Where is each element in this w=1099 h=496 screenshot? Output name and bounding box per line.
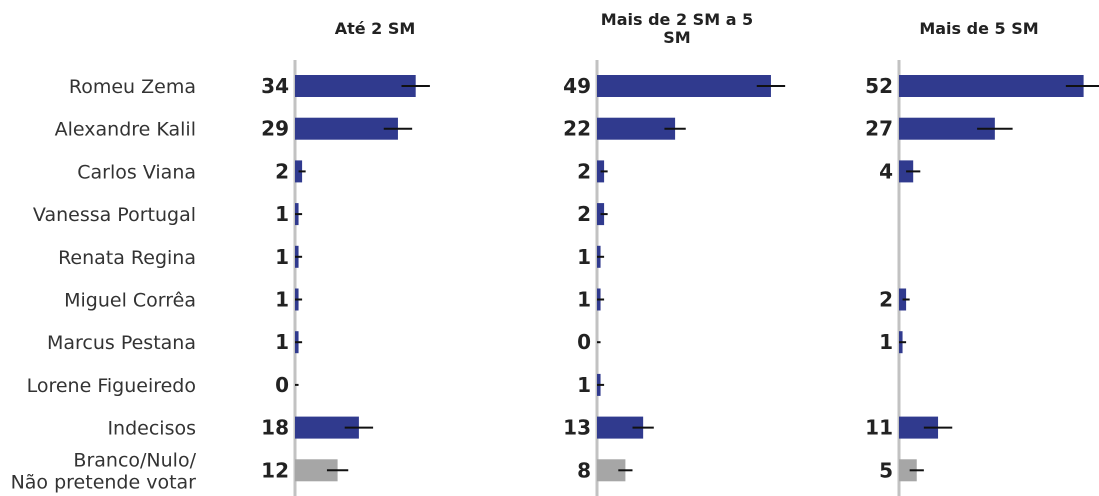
value-label: 18 — [261, 416, 289, 440]
value-label: 0 — [577, 330, 591, 354]
value-label: 1 — [275, 288, 289, 312]
value-label: 2 — [275, 159, 289, 183]
category-label: Marcus Pestana — [47, 332, 196, 354]
category-label: Indecisos — [107, 418, 196, 440]
value-label: 1 — [577, 373, 591, 397]
value-label: 1 — [275, 245, 289, 269]
value-label: 2 — [577, 159, 591, 183]
category-label: Romeu Zema — [69, 76, 196, 98]
bar — [597, 75, 771, 97]
bar — [295, 75, 416, 97]
value-label: 34 — [261, 74, 289, 98]
bar — [899, 75, 1084, 97]
value-label: 1 — [275, 330, 289, 354]
category-label: Alexandre Kalil — [55, 119, 196, 141]
value-label: 2 — [879, 288, 893, 312]
panel-title: Até 2 SM — [335, 19, 416, 38]
value-label: 52 — [865, 74, 893, 98]
bar — [597, 117, 676, 140]
panel-title: Mais de 5 SM — [919, 19, 1038, 38]
category-label: Branco/Nulo/Não pretende votar — [11, 449, 197, 493]
bar — [899, 117, 995, 140]
category-label: Miguel Corrêa — [64, 290, 196, 312]
value-label: 49 — [563, 74, 591, 98]
value-label: 13 — [563, 416, 591, 440]
value-label: 1 — [879, 330, 893, 354]
bar — [899, 459, 917, 482]
value-label: 2 — [577, 202, 591, 226]
value-label: 5 — [879, 458, 893, 482]
bar — [899, 416, 939, 439]
category-label: Vanessa Portugal — [33, 204, 196, 226]
bar — [295, 117, 398, 140]
value-label: 8 — [577, 458, 591, 482]
value-label: 4 — [879, 159, 893, 183]
value-label: 29 — [261, 117, 289, 141]
value-label: 22 — [563, 117, 591, 141]
value-label: 1 — [577, 245, 591, 269]
category-label: Lorene Figueiredo — [27, 375, 196, 397]
bar — [597, 416, 644, 439]
value-label: 1 — [577, 288, 591, 312]
bar — [295, 416, 359, 439]
value-label: 0 — [275, 373, 289, 397]
category-label: Carlos Viana — [77, 161, 196, 183]
value-label: 27 — [865, 117, 893, 141]
value-label: 11 — [865, 416, 893, 440]
panel-title: Mais de 2 SM a 5 SM — [601, 10, 753, 47]
bar — [295, 459, 338, 482]
category-label: Renata Regina — [58, 247, 196, 269]
value-label: 12 — [261, 458, 289, 482]
value-label: 1 — [275, 202, 289, 226]
bar — [597, 459, 626, 482]
